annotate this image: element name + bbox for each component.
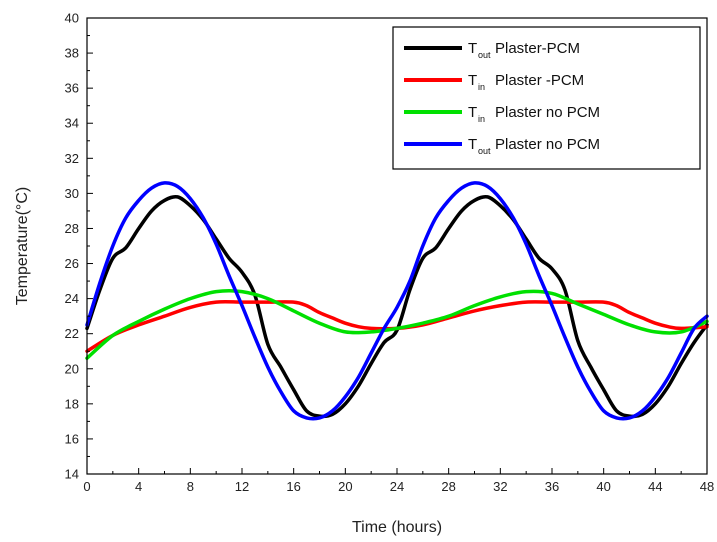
y-axis: 14 16 18 20 22 24 26 28 30 32 34 36 38 40 <box>65 11 93 482</box>
y-tick-label: 40 <box>65 11 79 26</box>
x-axis-title: Time (hours) <box>352 519 442 536</box>
y-tick-label: 38 <box>65 46 79 61</box>
y-tick-label: 36 <box>65 81 79 96</box>
legend-label-main: T <box>468 40 477 57</box>
y-axis-title: Temperature(°C) <box>14 187 31 305</box>
legend-label-sub: out <box>478 146 491 156</box>
y-tick-label: 18 <box>65 396 79 411</box>
legend-label-text: Plaster no PCM <box>495 136 600 153</box>
x-tick-label: 32 <box>493 479 507 494</box>
x-tick-label: 20 <box>338 479 352 494</box>
y-tick-label: 32 <box>65 151 79 166</box>
y-tick-label: 16 <box>65 431 79 446</box>
y-tick-label: 14 <box>65 467 79 482</box>
x-tick-label: 48 <box>700 479 714 494</box>
legend-label-sub: in <box>478 82 485 92</box>
x-tick-label: 40 <box>596 479 610 494</box>
legend-label-text: Plaster no PCM <box>495 104 600 121</box>
x-tick-label: 44 <box>648 479 662 494</box>
x-tick-label: 8 <box>187 479 194 494</box>
legend-label-main: T <box>468 136 477 153</box>
series-line-tout-plaster-pcm <box>85 194 709 419</box>
x-tick-label: 16 <box>286 479 300 494</box>
series-line-tin-plaster-no-pcm <box>85 288 709 360</box>
legend-label-text: Plaster -PCM <box>495 72 584 89</box>
y-tick-label: 22 <box>65 326 79 341</box>
legend-label-text: Plaster-PCM <box>495 40 580 57</box>
y-tick-label: 28 <box>65 221 79 236</box>
y-tick-label: 20 <box>65 361 79 376</box>
y-tick-label: 24 <box>65 291 79 306</box>
legend-label-main: T <box>468 104 477 121</box>
x-tick-label: 0 <box>83 479 90 494</box>
x-tick-label: 12 <box>235 479 249 494</box>
x-axis: 0 4 8 12 16 20 24 28 32 36 40 44 48 <box>83 468 714 494</box>
x-tick-label: 28 <box>441 479 455 494</box>
y-tick-label: 26 <box>65 256 79 271</box>
y-tick-label: 34 <box>65 116 79 131</box>
plot-lines <box>85 181 709 421</box>
x-tick-label: 4 <box>135 479 142 494</box>
legend-label-sub: in <box>478 114 485 124</box>
x-tick-label: 36 <box>545 479 559 494</box>
series-line-tout-plaster-no-pcm <box>85 181 709 421</box>
x-tick-label: 24 <box>390 479 404 494</box>
y-tick-label: 30 <box>65 186 79 201</box>
legend-label-main: T <box>468 72 477 89</box>
legend-label-sub: out <box>478 50 491 60</box>
